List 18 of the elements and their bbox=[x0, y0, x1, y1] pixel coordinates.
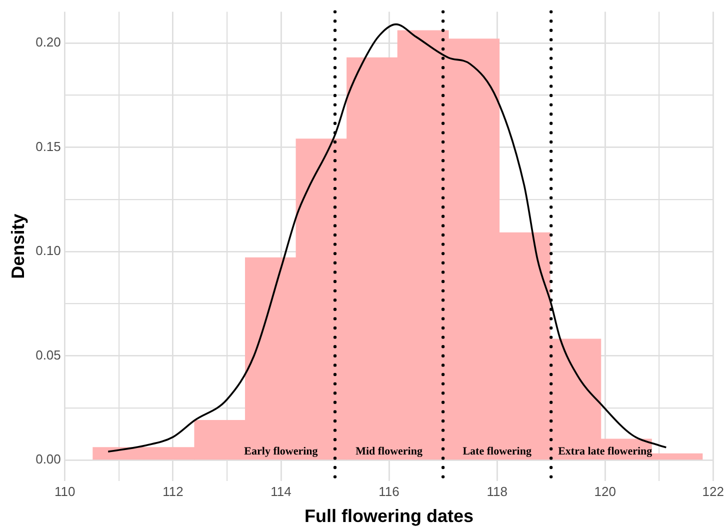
annotation: Late flowering bbox=[462, 445, 532, 458]
y-axis-title: Density bbox=[8, 214, 28, 279]
x-tick-label: 116 bbox=[378, 484, 400, 500]
x-tick-label: 112 bbox=[162, 484, 184, 500]
y-tick-label: 0.10 bbox=[36, 243, 61, 258]
x-tick-label: 114 bbox=[270, 484, 292, 500]
y-tick-label: 0.20 bbox=[36, 34, 61, 50]
y-tick-label: 0.00 bbox=[36, 452, 61, 467]
y-tick-label: 0.05 bbox=[36, 347, 61, 362]
x-tick-label: 120 bbox=[594, 484, 616, 500]
annotation: Early flowering bbox=[244, 445, 318, 458]
y-tick-label: 0.15 bbox=[36, 138, 61, 154]
x-tick-label: 118 bbox=[486, 484, 508, 500]
annotation: Mid flowering bbox=[356, 445, 423, 458]
annotation: Extra late flowering bbox=[558, 445, 653, 458]
x-axis-title: Full flowering dates bbox=[304, 506, 474, 526]
x-tick-label: 110 bbox=[54, 484, 76, 500]
x-tick-label: 122 bbox=[702, 484, 724, 500]
